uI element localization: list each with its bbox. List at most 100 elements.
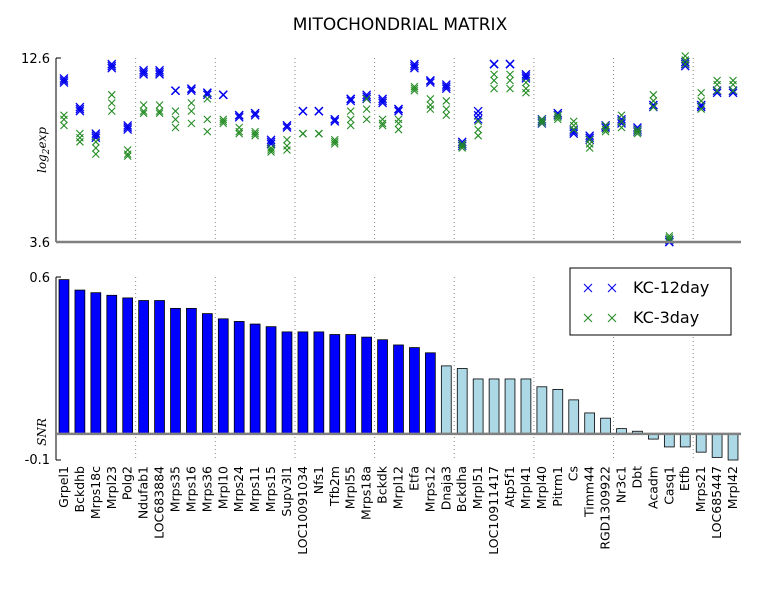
snr-bar xyxy=(727,433,739,461)
legend-label-kc12: KC-12day xyxy=(633,278,709,297)
kc12-marker-stroke-b xyxy=(441,84,451,94)
kc12-marker xyxy=(378,96,388,106)
kc3-marker-stroke-b xyxy=(362,115,371,124)
category-label: Cs xyxy=(566,466,581,481)
kc3-marker-stroke-b xyxy=(490,76,498,85)
kc3-marker-stroke-b xyxy=(490,84,498,93)
kc3-marker xyxy=(346,115,355,124)
legend-label-kc3: KC-3day xyxy=(633,308,699,327)
kc12-marker xyxy=(680,57,690,67)
kc12-marker xyxy=(139,65,149,75)
kc3-marker xyxy=(601,125,610,134)
snr-bar xyxy=(329,334,341,435)
category-label: Pitrm1 xyxy=(550,466,565,507)
kc12-marker-stroke-b xyxy=(171,86,180,96)
kc3-marker xyxy=(91,150,100,158)
kc12-marker xyxy=(123,121,133,130)
kc3-marker-stroke-b xyxy=(474,125,483,134)
kc12-marker xyxy=(473,110,483,120)
kc12-marker xyxy=(202,90,212,100)
kc12-marker-stroke-b xyxy=(489,59,499,69)
legend-box xyxy=(569,267,732,336)
snr-bar xyxy=(663,433,675,448)
snr-bar xyxy=(409,347,420,435)
kc3-marker xyxy=(107,90,116,99)
kc3-marker xyxy=(729,80,737,89)
kc3-marker-stroke-b xyxy=(107,99,116,107)
top-ylabel-sub: 2 xyxy=(42,148,52,155)
kc12-marker xyxy=(59,73,69,83)
kc3-marker xyxy=(633,129,642,138)
kc3-marker xyxy=(649,90,658,99)
snr-bar xyxy=(361,336,372,435)
kc3-marker xyxy=(155,107,164,116)
kc3-marker xyxy=(171,123,180,132)
kc3-marker xyxy=(299,129,307,138)
kc12-marker xyxy=(521,69,531,79)
kc3-marker-stroke-b xyxy=(91,150,100,158)
kc12-marker xyxy=(457,137,467,147)
kc12-marker xyxy=(250,110,260,120)
kc3-marker-stroke-b xyxy=(203,115,212,124)
kc12-marker-stroke-b xyxy=(234,110,244,120)
kc3-marker xyxy=(394,125,403,134)
category-label: Dnaja3 xyxy=(438,466,453,510)
kc12-marker-stroke-b xyxy=(282,121,292,130)
kc12-marker-stroke-b xyxy=(680,57,690,67)
kc3-marker-stroke-b xyxy=(410,86,419,95)
kc12-marker-stroke-b xyxy=(234,112,244,122)
kc3-marker-stroke-b xyxy=(267,148,275,156)
kc3-marker xyxy=(553,115,562,124)
kc3-marker-stroke-b xyxy=(490,70,498,79)
kc3-marker xyxy=(346,121,355,130)
kc12-marker xyxy=(569,129,579,139)
kc12-marker-stroke-b xyxy=(585,133,595,143)
category-label: Mrpl41 xyxy=(518,466,533,509)
kc3-marker-stroke-b xyxy=(155,101,164,109)
snr-bar xyxy=(393,344,404,435)
legend-kc3-cross-stroke-b xyxy=(583,313,593,323)
kc12-marker-stroke-b xyxy=(282,123,292,132)
kc3-marker-stroke-b xyxy=(330,137,339,146)
kc12-marker xyxy=(171,86,180,96)
axes-layer xyxy=(55,57,741,461)
kc3-marker xyxy=(251,129,260,138)
kc3-marker xyxy=(553,113,562,122)
kc12-marker-stroke-b xyxy=(569,129,579,139)
snr-bar xyxy=(600,417,611,435)
kc3-marker-stroke-b xyxy=(171,107,180,116)
kc12-marker-stroke-b xyxy=(585,131,595,141)
snr-bar xyxy=(440,365,452,435)
category-label: Mrps16 xyxy=(183,466,198,512)
kc3-marker xyxy=(139,101,148,109)
legend: KC-12day KC-3day xyxy=(569,267,732,336)
kc3-marker xyxy=(267,148,275,156)
kc3-marker-stroke-b xyxy=(187,99,196,107)
kc12-marker xyxy=(266,135,276,145)
category-label: Polg2 xyxy=(120,466,135,500)
snr-bar xyxy=(170,307,181,435)
snr-bar xyxy=(377,339,388,435)
kc3-marker xyxy=(506,84,514,93)
kc12-marker-stroke-b xyxy=(473,110,483,120)
kc12-marker-stroke-b xyxy=(123,121,133,130)
kc12-marker xyxy=(107,61,117,71)
top-ylabel-rest: exp xyxy=(35,127,49,149)
kc3-marker xyxy=(346,107,355,116)
snr-bar xyxy=(472,378,484,435)
kc3-marker-stroke-b xyxy=(299,129,307,138)
category-label: Etfa xyxy=(406,466,421,491)
snr-bar xyxy=(58,279,70,435)
kc3-marker xyxy=(713,86,721,95)
kc3-marker xyxy=(713,76,721,85)
kc3-marker-stroke-b xyxy=(139,109,148,118)
kc12-marker-stroke-b xyxy=(266,135,276,145)
snr-bar xyxy=(711,433,723,458)
kc3-marker-stroke-b xyxy=(107,90,116,99)
kc3-marker xyxy=(139,109,148,118)
kc3-marker-stroke-b xyxy=(617,117,626,126)
snr-bar xyxy=(265,326,277,435)
kc12-marker xyxy=(139,69,149,79)
kc3-marker xyxy=(729,76,737,85)
kc12-marker xyxy=(234,112,244,122)
